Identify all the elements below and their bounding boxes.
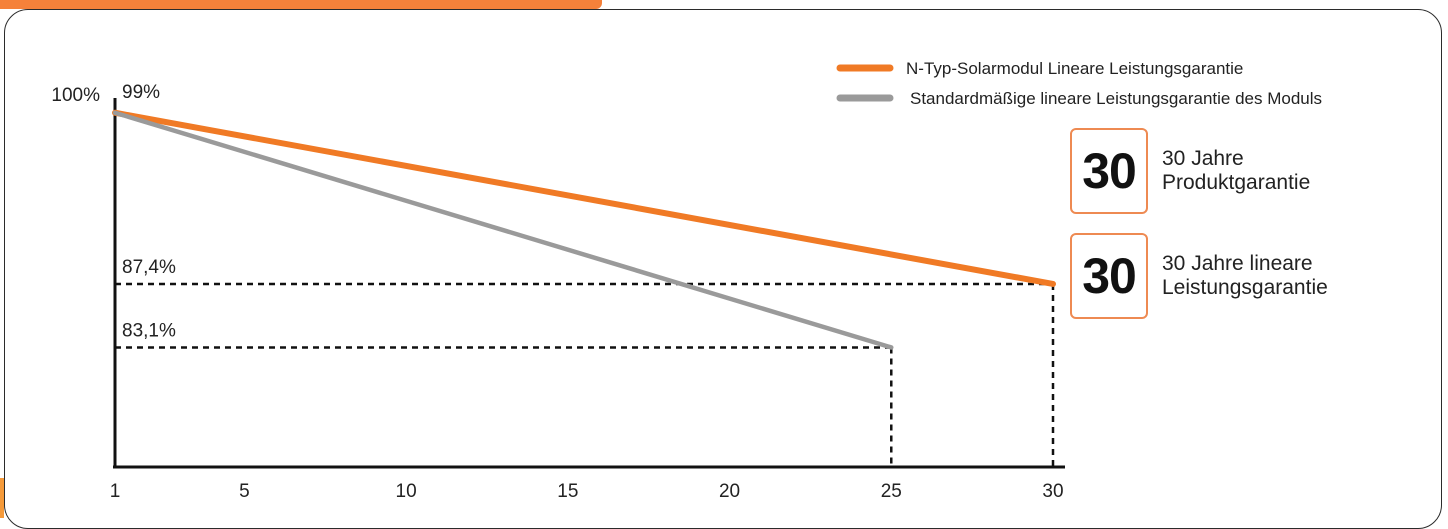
linear-warranty-badge: 30 30 Jahre lineare Leistungsgarantie	[1070, 233, 1402, 319]
value-label: 87,4%	[122, 257, 176, 278]
badge-line2: Leistungsgarantie	[1162, 276, 1328, 299]
legend-label: N-Typ-Solarmodul Lineare Leistungsgarant…	[906, 59, 1243, 78]
guide-lines	[115, 282, 1055, 467]
x-tick-label: 10	[396, 481, 417, 502]
left-accent-stripe	[0, 478, 4, 518]
x-tick-label: 30	[1042, 481, 1063, 502]
badge-number: 30	[1082, 248, 1137, 304]
x-tick-label: 5	[239, 481, 250, 502]
value-label: 99%	[122, 82, 160, 103]
badge-line1: 30 Jahre	[1162, 147, 1244, 170]
chart-card	[4, 9, 1442, 529]
chart-legend: N-Typ-Solarmodul Lineare Leistungsgarant…	[836, 59, 1322, 108]
badge-line2: Produktgarantie	[1162, 171, 1311, 194]
y-axis-label: 100%	[51, 85, 100, 106]
x-tick-label: 20	[719, 481, 740, 502]
badge-number-box: 30	[1070, 128, 1148, 214]
badge-number-box: 30	[1070, 233, 1148, 319]
series-line-standard	[112, 110, 894, 350]
chart-axes: 100%	[51, 85, 1065, 469]
product-warranty-badge: 30 30 Jahre Produktgarantie	[1070, 128, 1402, 214]
x-tick-label: 25	[881, 481, 902, 502]
series-lines	[112, 109, 1056, 350]
x-tick-label: 1	[110, 481, 121, 502]
x-tick-labels: 1 5 10 15 20 25 30	[110, 481, 1064, 502]
value-label: 83,1%	[122, 320, 176, 341]
badge-text: 30 Jahre Produktgarantie	[1162, 147, 1402, 195]
legend-label: Standardmäßige lineare Leistungsgarantie…	[910, 89, 1322, 108]
badge-line1: 30 Jahre lineare	[1162, 252, 1313, 275]
warranty-line-chart: 100% 1 5 10 15 20 25 30 99%87,4%83,1% N-Typ-So…	[51, 59, 1322, 502]
badge-number: 30	[1082, 143, 1137, 199]
value-labels: 99% 87,4% 83,1%	[122, 82, 176, 342]
header-accent-strip	[0, 0, 602, 9]
series-line-n-type	[112, 109, 1056, 287]
badge-text: 30 Jahre lineare Leistungsgarantie	[1162, 252, 1402, 300]
x-tick-label: 15	[557, 481, 578, 502]
